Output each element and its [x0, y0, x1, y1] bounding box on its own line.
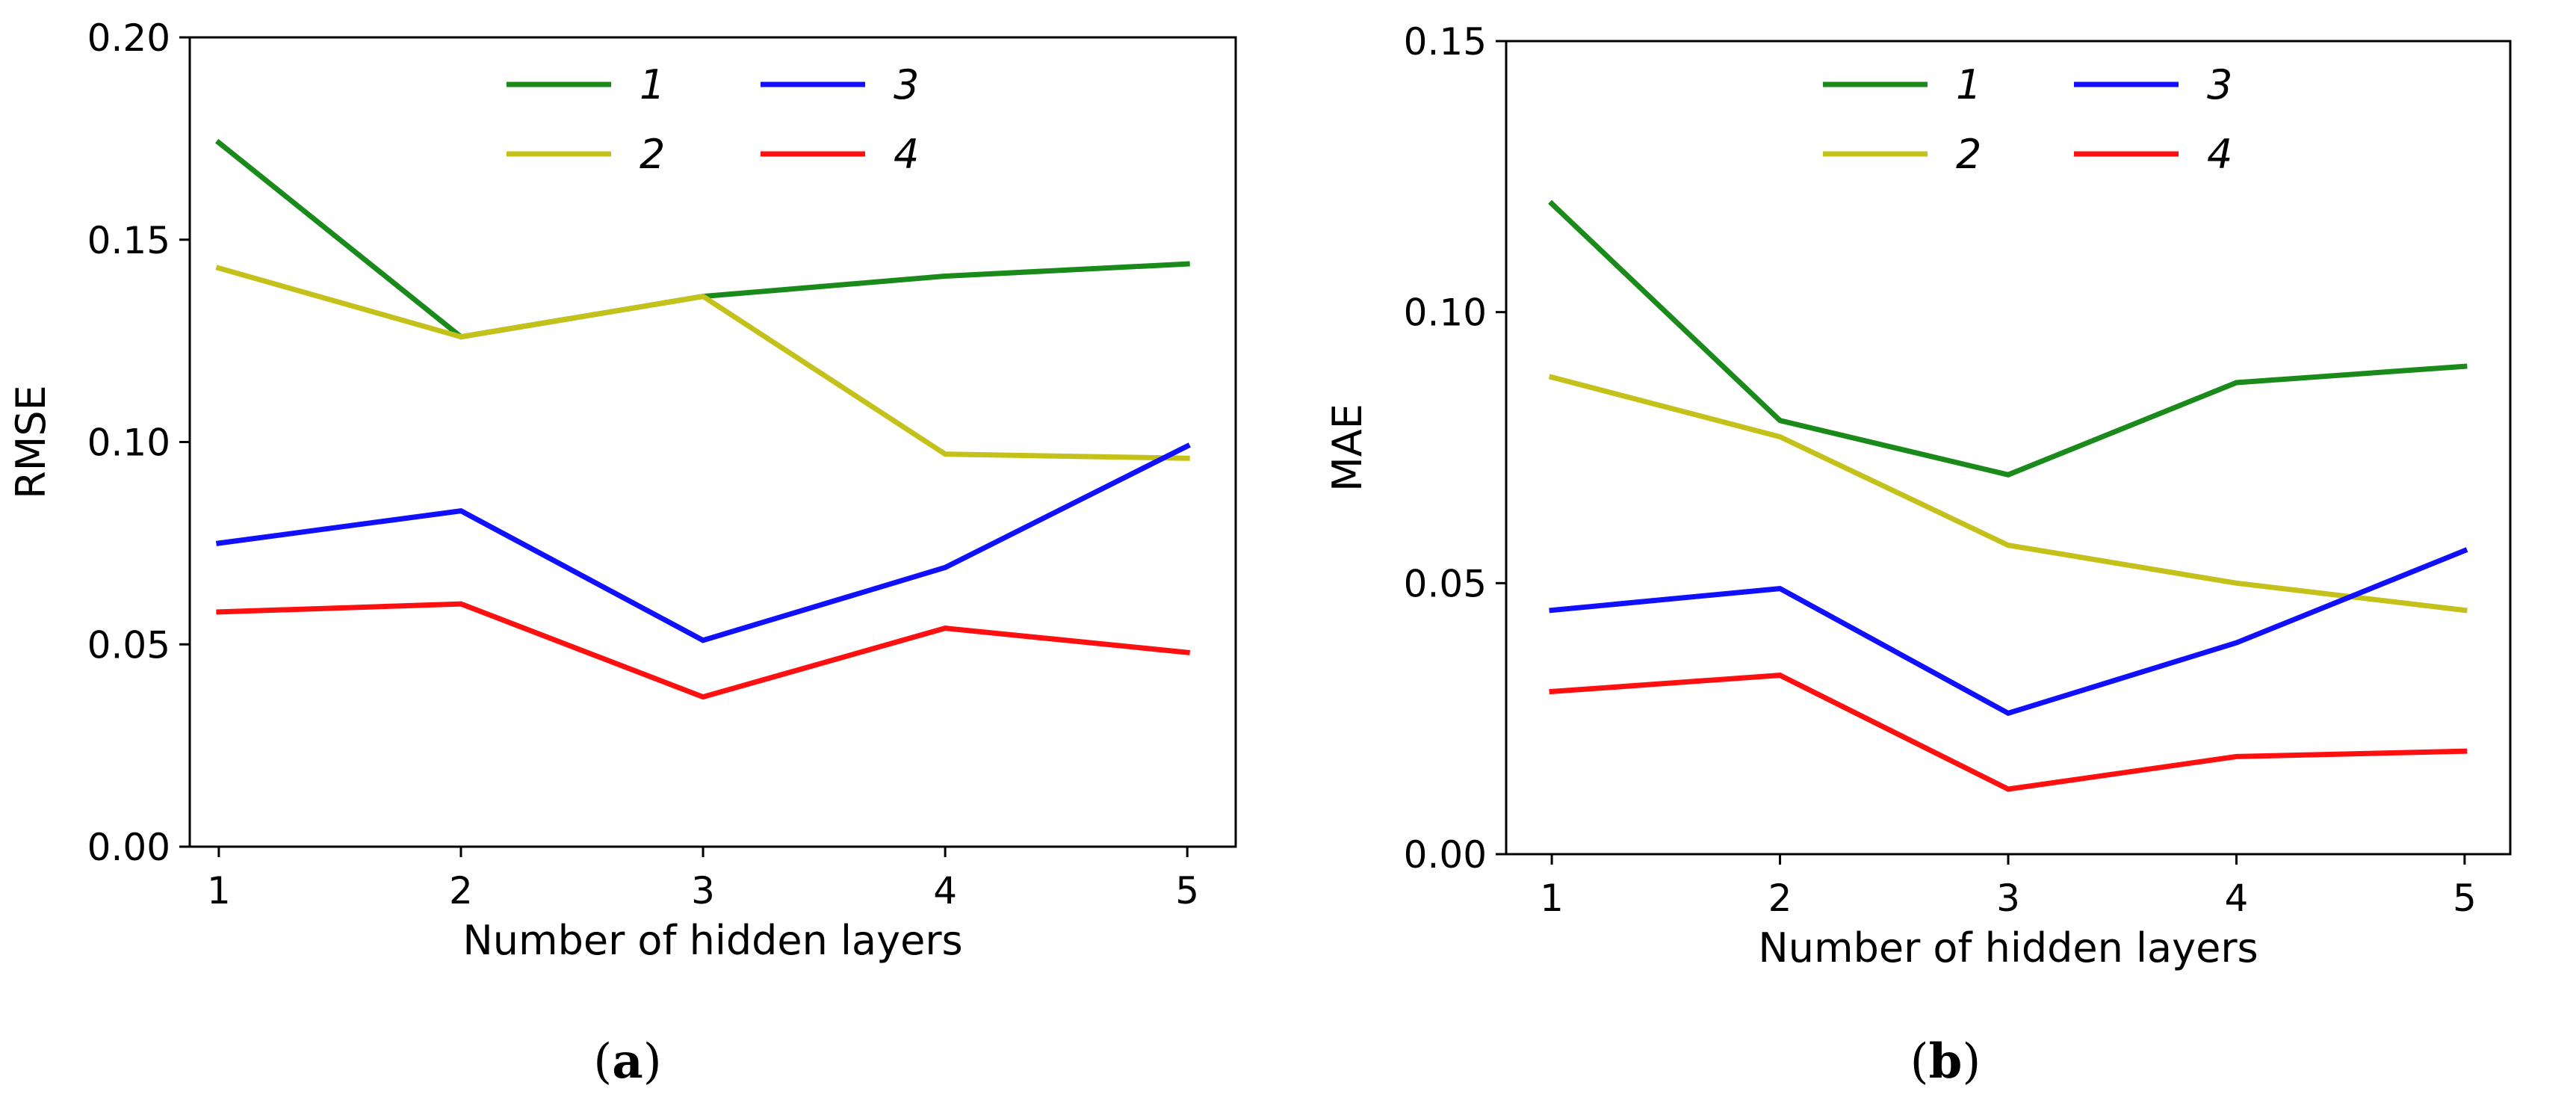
panel-b-chart: 1 2 3 4 5 0.00 0.05 0.10 0.15 Number of hidden la…	[1324, 20, 2512, 971]
y-tick-label: 0.20	[87, 16, 170, 60]
legend-label-1: 1	[1956, 61, 1981, 108]
x-tick-label: 5	[2453, 877, 2477, 920]
y-axis-label: MAE	[1324, 404, 1371, 492]
series-line-3	[1549, 547, 2468, 717]
x-tick-label: 2	[449, 869, 473, 912]
legend-label-4: 4	[2207, 131, 2232, 178]
caption-a: (a)	[593, 1034, 661, 1090]
y-tick-label: 0.15	[1404, 20, 1487, 64]
y-tick-label: 0.10	[87, 421, 170, 465]
series-line-2	[1548, 374, 2468, 614]
legend-label-3: 3	[894, 61, 919, 108]
x-tick-label: 3	[1996, 877, 2020, 920]
series-line-4	[1549, 673, 2468, 792]
x-tick-label: 4	[933, 869, 957, 912]
plot-frame	[1505, 40, 2512, 856]
x-tick-label: 2	[1768, 877, 1792, 920]
y-axis-label: RMSE	[7, 385, 55, 499]
x-tick-label: 4	[2225, 877, 2249, 920]
legend-label-2: 2	[640, 131, 665, 178]
series-line-3	[215, 442, 1191, 643]
y-tick-label: 0.15	[87, 219, 170, 262]
panel-a-chart: 1 2 3 4 5 0.00 0.05 0.10 0.15 0.20 Number of hidde…	[7, 16, 1237, 964]
series-line-1	[1548, 200, 2468, 478]
series-line-4	[216, 601, 1191, 700]
caption-a-label: a	[612, 1034, 643, 1090]
legend-label-3: 3	[2207, 61, 2232, 108]
y-tick-label: 0.00	[87, 826, 170, 869]
legend-label-2: 2	[1956, 131, 1981, 178]
y-tick-label: 0.05	[87, 623, 170, 667]
caption-b: (b)	[1910, 1034, 1981, 1090]
series-line-2	[215, 265, 1190, 461]
x-tick-label: 3	[691, 869, 715, 912]
x-tick-label: 5	[1175, 869, 1199, 912]
x-tick-label: 1	[207, 869, 231, 912]
legend-label-4: 4	[894, 131, 919, 178]
y-tick-label: 0.00	[1404, 833, 1487, 877]
x-axis-label: Number of hidden layers	[462, 917, 962, 964]
y-tick-label: 0.10	[1404, 291, 1487, 335]
x-axis-label: Number of hidden layers	[1758, 924, 2258, 971]
caption-b-label: b	[1929, 1034, 1963, 1090]
plot-frame	[188, 36, 1237, 848]
legend-label-1: 1	[640, 61, 665, 108]
x-tick-label: 1	[1540, 877, 1564, 920]
y-tick-label: 0.05	[1404, 562, 1487, 605]
